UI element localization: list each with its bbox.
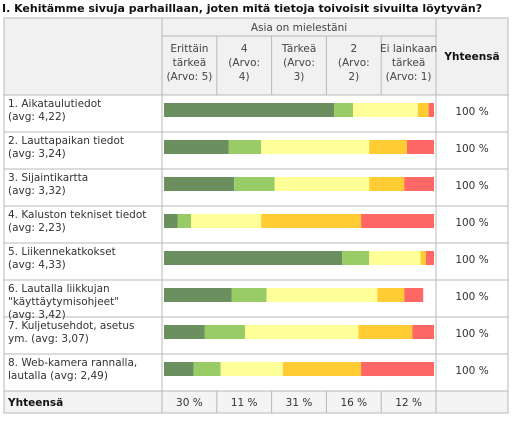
header-background bbox=[4, 18, 508, 95]
bar-segment bbox=[404, 288, 424, 302]
bar-segment bbox=[417, 103, 429, 117]
bar-segment bbox=[266, 288, 378, 302]
group-header: Asia on mielestäni bbox=[251, 22, 347, 34]
series-header: (Arvo: bbox=[338, 57, 370, 69]
bar-segment bbox=[220, 362, 283, 376]
footer-label: Yhteensä bbox=[7, 397, 63, 409]
bar-segment bbox=[361, 214, 434, 228]
bar-segment bbox=[228, 140, 262, 154]
column-total: 30 % bbox=[176, 397, 203, 409]
bar-segment bbox=[407, 140, 434, 154]
series-header: 2 bbox=[350, 43, 357, 55]
bar-segment bbox=[412, 325, 434, 339]
bar-segment bbox=[369, 251, 421, 265]
bar-segment bbox=[164, 325, 205, 339]
row-total: 100 % bbox=[455, 217, 488, 229]
series-header: (Arvo: 1) bbox=[386, 71, 432, 83]
bar-segment bbox=[231, 288, 267, 302]
row-label: 3. Sijaintikartta bbox=[8, 172, 88, 184]
column-total: 31 % bbox=[286, 397, 313, 409]
row-label: "käyttäytymisohjeet" bbox=[8, 296, 119, 308]
bar-segment bbox=[274, 177, 370, 191]
series-header: 4 bbox=[241, 43, 248, 55]
row-total: 100 % bbox=[455, 328, 488, 340]
row-label: 8. Web-kamera rannalla, bbox=[8, 357, 137, 369]
row-total: 100 % bbox=[455, 180, 488, 192]
bar-segment bbox=[358, 325, 413, 339]
series-header: tärkeä bbox=[173, 57, 206, 69]
bar-segment bbox=[204, 325, 245, 339]
series-header: (Arvo: bbox=[283, 57, 315, 69]
footer-background bbox=[4, 391, 508, 413]
row-label: 6. Lautalla liikkujan bbox=[8, 283, 110, 295]
bar-segment bbox=[377, 288, 405, 302]
bar-segment bbox=[361, 362, 434, 376]
bar-segment bbox=[234, 177, 275, 191]
bar-segment bbox=[164, 251, 343, 265]
row-total: 100 % bbox=[455, 365, 488, 377]
row-total: 100 % bbox=[455, 106, 488, 118]
bar-segment bbox=[369, 177, 405, 191]
series-header: tärkeä bbox=[392, 57, 425, 69]
bar-segment bbox=[245, 325, 359, 339]
bar-segment bbox=[342, 251, 370, 265]
row-total: 100 % bbox=[455, 143, 488, 155]
bar-segment bbox=[404, 177, 434, 191]
series-header: Erittäin bbox=[170, 43, 208, 55]
bar-segment bbox=[191, 214, 262, 228]
row-label: 7. Kuljetusehdot, asetus bbox=[8, 320, 135, 332]
row-label: (avg: 3,42) bbox=[8, 309, 66, 321]
bar-segment bbox=[334, 103, 353, 117]
series-header: 3) bbox=[294, 71, 305, 83]
bar-segment bbox=[164, 103, 335, 117]
bar-segment bbox=[282, 362, 362, 376]
bar-segment bbox=[164, 214, 178, 228]
bar-segment bbox=[164, 288, 232, 302]
row-label: (avg: 4,22) bbox=[8, 111, 66, 123]
column-total: 12 % bbox=[395, 397, 422, 409]
row-label: (avg: 3,32) bbox=[8, 185, 66, 197]
series-header: Ei lainkaan bbox=[380, 43, 437, 55]
series-header: (Arvo: bbox=[228, 57, 260, 69]
series-header: 2) bbox=[348, 71, 359, 83]
column-total: 11 % bbox=[231, 397, 258, 409]
row-label: lautalla (avg: 2,49) bbox=[8, 370, 108, 382]
bar-segment bbox=[193, 362, 221, 376]
row-total: 100 % bbox=[455, 291, 488, 303]
row-label: 4. Kaluston tekniset tiedot bbox=[8, 209, 146, 221]
bar-segment bbox=[261, 214, 362, 228]
series-header: 4) bbox=[239, 71, 250, 83]
table-border bbox=[3, 17, 509, 414]
series-header: (Arvo: 5) bbox=[166, 71, 212, 83]
row-label: 2. Lauttapaikan tiedot bbox=[8, 135, 124, 147]
row-label: (avg: 2,23) bbox=[8, 222, 66, 234]
bar-segment bbox=[369, 140, 407, 154]
row-label: (avg: 4,33) bbox=[8, 259, 66, 271]
total-header: Yhteensä bbox=[443, 51, 499, 63]
bar-segment bbox=[164, 140, 229, 154]
bar-segment bbox=[177, 214, 191, 228]
bar-segment bbox=[164, 362, 194, 376]
bar-segment bbox=[164, 177, 235, 191]
bar-segment bbox=[261, 140, 370, 154]
series-header: Tärkeä bbox=[281, 43, 317, 55]
row-total: 100 % bbox=[455, 254, 488, 266]
bar-segment bbox=[428, 103, 434, 117]
bar-segment bbox=[425, 251, 434, 265]
question-title: I. Kehitämme sivuja parhaillaan, joten m… bbox=[2, 2, 483, 15]
row-label: ym. (avg: 3,07) bbox=[8, 333, 89, 345]
row-label: 5. Liikennekatkokset bbox=[8, 246, 116, 258]
bar-segment bbox=[420, 251, 426, 265]
bar-segment bbox=[353, 103, 418, 117]
column-total: 16 % bbox=[340, 397, 367, 409]
row-label: 1. Aikataulutiedot bbox=[8, 98, 101, 110]
row-label: (avg: 3,24) bbox=[8, 148, 66, 160]
